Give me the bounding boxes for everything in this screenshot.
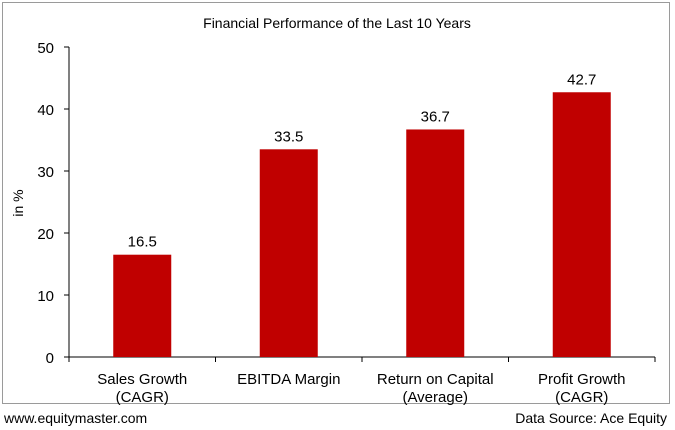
chart-title: Financial Performance of the Last 10 Yea… <box>203 15 471 31</box>
bar <box>552 92 611 357</box>
y-axis-label: in % <box>10 189 26 216</box>
source-website[interactable]: www.equitymaster.com <box>4 410 148 426</box>
y-tick-label: 50 <box>37 40 54 57</box>
y-tick-label: 0 <box>46 350 54 367</box>
y-tick-label: 40 <box>37 102 54 119</box>
bar <box>259 149 318 357</box>
category-label: EBITDA Margin <box>237 371 340 388</box>
data-source-note: Data Source: Ace Equity <box>515 410 667 426</box>
data-label: 33.5 <box>274 128 303 145</box>
bar <box>406 129 465 357</box>
data-label: 42.7 <box>567 71 596 88</box>
y-tick-label: 30 <box>37 164 54 181</box>
data-label: 36.7 <box>421 108 450 125</box>
data-label: 16.5 <box>128 234 157 251</box>
y-tick-label: 10 <box>37 288 54 305</box>
bar <box>113 254 172 357</box>
category-label: Return on Capital (Average) <box>377 371 494 406</box>
category-label: Sales Growth (CAGR) <box>97 371 187 406</box>
category-label: Profit Growth (CAGR) <box>538 371 626 406</box>
y-tick-label: 20 <box>37 226 54 243</box>
bars: 16.5 33.5 36.7 42.7 <box>113 71 611 357</box>
